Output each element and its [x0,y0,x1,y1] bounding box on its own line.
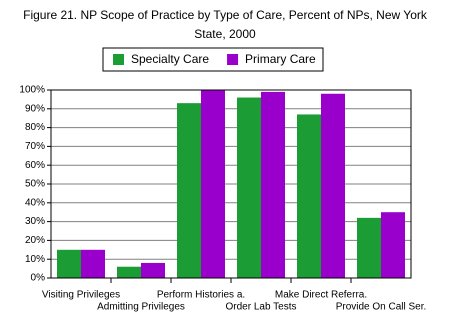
x-tick-label: Make Direct Referra. [275,290,367,301]
bar [57,249,81,278]
bar [81,249,105,278]
bar [237,97,261,279]
y-tick-label: 0% [31,273,46,284]
x-tick-label: Order Lab Tests [226,302,297,313]
legend-swatch [113,54,124,65]
y-tick-label: 60% [25,160,45,171]
x-tick-label: Visiting Privileges [42,290,120,301]
legend-swatch [227,54,239,65]
bar [177,103,201,278]
bar [141,262,165,278]
bar [357,217,381,278]
bar [297,114,321,278]
legend-label: Specialty Care [131,52,209,66]
legend-box [102,47,324,72]
bar [201,90,225,278]
bar [321,93,345,278]
x-tick-label: Admitting Privileges [97,302,185,313]
chart-title: Figure 21. NP Scope of Practice by Type … [23,8,427,41]
bar [261,91,285,278]
y-tick-label: 100% [19,85,45,96]
y-tick-label: 50% [25,179,45,190]
x-tick-label: Provide On Call Ser. [336,302,427,313]
y-tick-label: 90% [25,103,45,114]
y-tick-label: 30% [25,216,45,227]
y-tick-label: 80% [25,122,45,133]
legend-label: Primary Care [245,52,316,66]
bar [117,266,141,278]
x-tick-label: Perform Histories a. [157,290,245,301]
y-tick-label: 40% [25,197,45,208]
y-tick-label: 20% [25,235,45,246]
legend: Specialty Care Primary Care [102,47,324,72]
bar [381,212,405,278]
y-tick-label: 70% [25,141,45,152]
y-tick-label: 10% [25,254,45,265]
